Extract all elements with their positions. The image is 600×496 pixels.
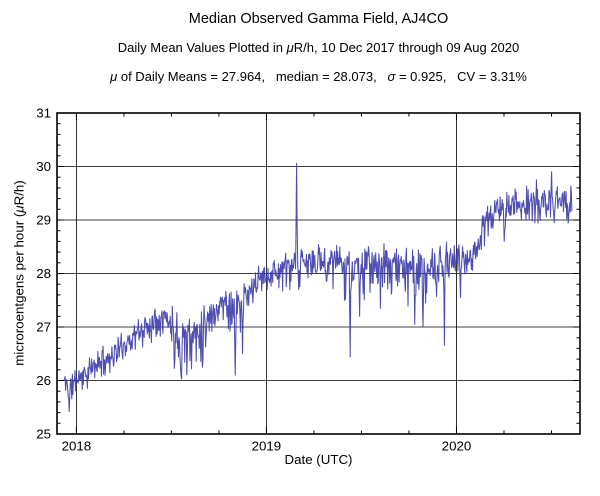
text-fragment: of Daily Means = 27.964, median = 28.073… — [117, 69, 388, 84]
text-fragment: σ — [387, 69, 396, 84]
y-tick-labels: 25 26 27 28 29 30 31 — [36, 106, 51, 442]
x-tick-label: 2018 — [62, 439, 92, 454]
x-tick-label: 2019 — [252, 439, 282, 454]
y-tick-label: 25 — [36, 427, 51, 442]
text-fragment: Daily Mean Values Plotted in — [117, 40, 287, 55]
y-tick-label: 29 — [36, 213, 51, 228]
chart-subtitle: Daily Mean Values Plotted in μR/h, 10 De… — [57, 40, 580, 55]
text-fragment: R/h, 10 Dec 2017 through 09 Aug 2020 — [293, 40, 520, 55]
text-fragment: μ — [11, 205, 27, 213]
text-fragment: = 0.925, CV = 3.31% — [395, 69, 527, 84]
y-tick-label: 27 — [36, 320, 51, 335]
x-tick-labels: 2018 2019 2020 — [62, 439, 472, 454]
chart-stats-line: μ of Daily Means = 27.964, median = 28.0… — [57, 69, 580, 84]
text-fragment: μ — [110, 69, 118, 84]
text-fragment: R/h) — [11, 180, 27, 206]
y-axis-label: microroentgens per hour (μR/h) — [12, 180, 27, 365]
y-tick-label: 31 — [36, 106, 51, 121]
data-series-line — [63, 162, 573, 413]
text-fragment: microroentgens per hour ( — [11, 212, 27, 366]
plot-border — [56, 112, 581, 435]
y-tick-label: 30 — [36, 159, 51, 174]
chart-title: Median Observed Gamma Field, AJ4CO — [188, 11, 449, 27]
gridlines — [57, 113, 580, 434]
x-axis-label: Date (UTC) — [284, 452, 353, 467]
y-tick-label: 26 — [36, 373, 51, 388]
text-fragment: μ — [286, 40, 294, 55]
y-tick-label: 28 — [36, 266, 51, 281]
x-tick-label: 2020 — [442, 439, 472, 454]
